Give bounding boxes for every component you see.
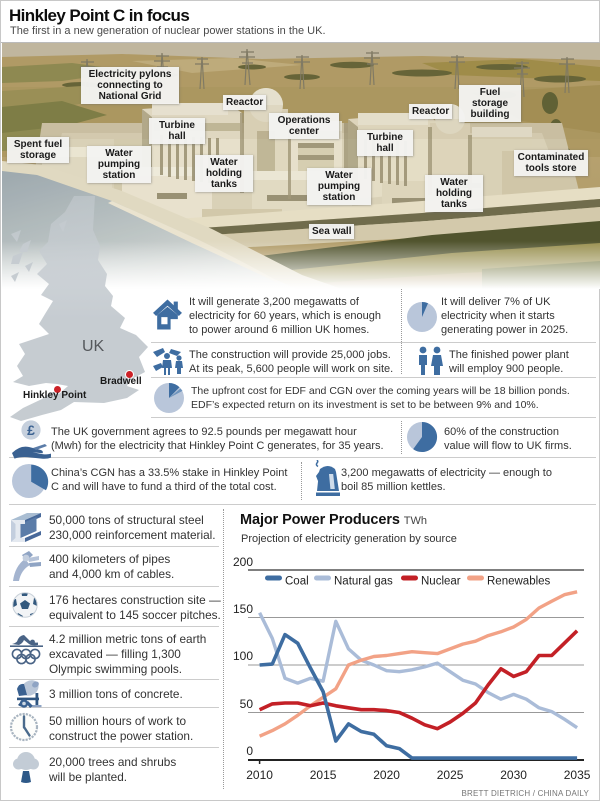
svg-text:2030: 2030 bbox=[500, 768, 527, 782]
svg-text:Renewables: Renewables bbox=[487, 576, 551, 588]
svg-text:£: £ bbox=[27, 422, 35, 438]
svg-text:0: 0 bbox=[246, 744, 253, 758]
svg-text:2010: 2010 bbox=[246, 768, 273, 782]
svg-text:2015: 2015 bbox=[310, 768, 337, 782]
svg-text:150: 150 bbox=[233, 602, 253, 616]
svg-text:50: 50 bbox=[240, 697, 254, 711]
svg-text:2020: 2020 bbox=[373, 768, 400, 782]
svg-text:2025: 2025 bbox=[437, 768, 464, 782]
svg-text:200: 200 bbox=[233, 555, 253, 569]
svg-text:100: 100 bbox=[233, 649, 253, 663]
svg-text:Natural gas: Natural gas bbox=[334, 576, 393, 588]
svg-text:Coal: Coal bbox=[285, 576, 309, 588]
svg-text:2035: 2035 bbox=[564, 768, 591, 782]
svg-text:Nuclear: Nuclear bbox=[421, 576, 461, 588]
